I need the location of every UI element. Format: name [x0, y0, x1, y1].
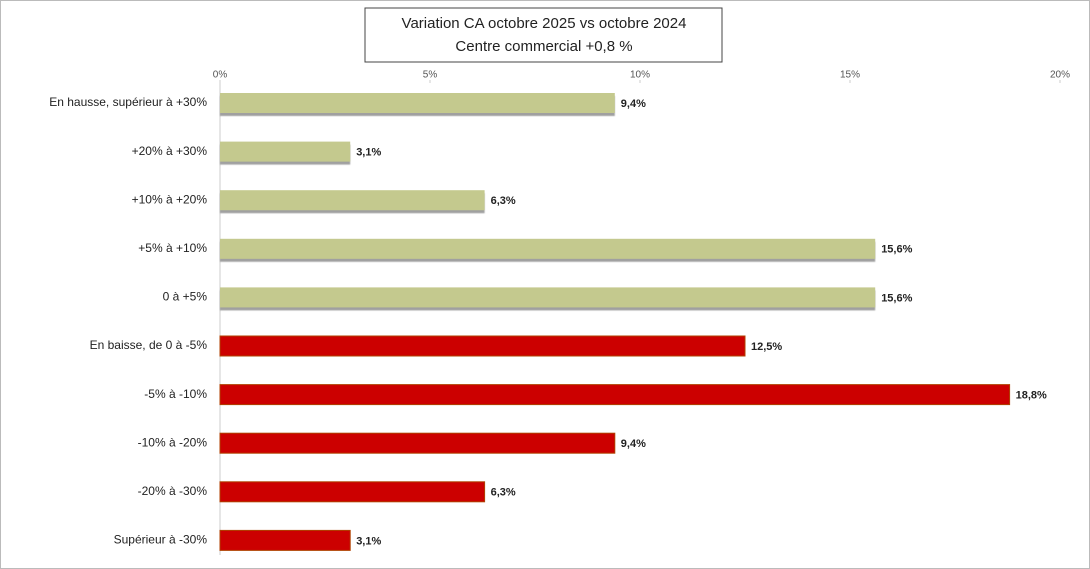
value-label: 15,6% — [881, 244, 912, 256]
value-label: 9,4% — [621, 98, 646, 110]
category-label: 0 à +5% — [163, 290, 208, 304]
chart-subtitle: Centre commercial +0,8 % — [455, 38, 632, 55]
category-label: -10% à -20% — [138, 435, 208, 449]
category-label: +5% à +10% — [138, 241, 207, 255]
value-label: 12,5% — [751, 341, 782, 353]
bar — [220, 93, 615, 113]
value-label: 15,6% — [881, 292, 912, 304]
bar — [219, 529, 351, 551]
bar — [219, 335, 746, 357]
value-label: 9,4% — [621, 438, 646, 450]
bar — [219, 384, 1011, 406]
category-label: +10% à +20% — [132, 192, 208, 206]
x-tick-label: 0% — [213, 70, 228, 81]
bar — [220, 190, 485, 211]
x-tick-label: 10% — [630, 70, 650, 81]
value-label: 3,1% — [356, 147, 381, 159]
category-label: -20% à -30% — [138, 484, 208, 498]
chart-title: Variation CA octobre 2025 vs octobre 202… — [402, 15, 687, 32]
x-tick-label: 5% — [423, 70, 438, 81]
category-label: Supérieur à -30% — [114, 533, 208, 547]
title-box — [364, 7, 723, 63]
category-label: En baisse, de 0 à -5% — [90, 338, 208, 352]
category-label: En hausse, supérieur à +30% — [49, 95, 207, 109]
value-label: 18,8% — [1016, 390, 1047, 402]
bar — [220, 287, 876, 308]
value-label: 6,3% — [491, 487, 516, 499]
bar — [220, 238, 876, 259]
category-label: -5% à -10% — [144, 387, 207, 401]
value-label: 6,3% — [491, 195, 516, 207]
bar — [220, 141, 351, 162]
value-label: 3,1% — [356, 535, 381, 547]
bar — [219, 481, 486, 503]
x-tick-label: 20% — [1050, 70, 1070, 81]
bar — [219, 432, 616, 454]
x-tick-label: 15% — [840, 70, 860, 81]
category-label: +20% à +30% — [132, 144, 208, 158]
